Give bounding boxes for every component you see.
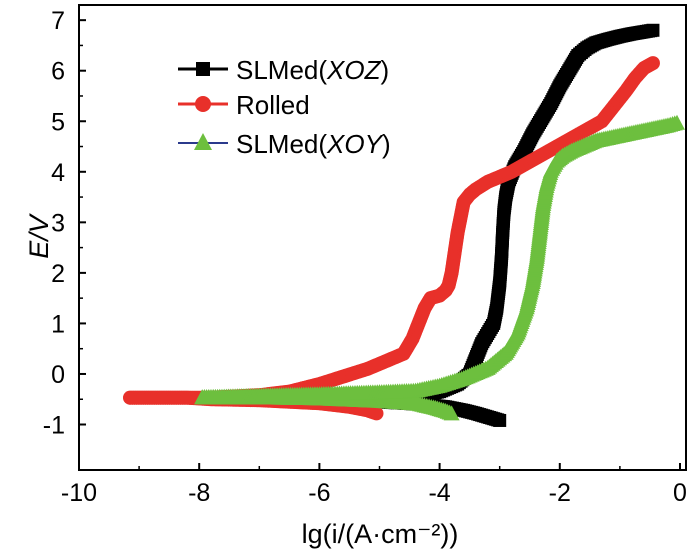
data-point: [645, 56, 660, 71]
y-tick-label: 6: [51, 58, 65, 86]
y-tick-label: 4: [51, 159, 65, 187]
x-tick-label: -6: [308, 479, 330, 507]
series-2: [194, 114, 685, 421]
x-axis-title: lg(i/(A·cm⁻²)): [302, 519, 459, 549]
y-tick-label: 2: [51, 260, 65, 288]
data-point: [668, 114, 685, 130]
legend-label-xoz-italic: XOZ: [326, 55, 382, 85]
y-axis-title: E/V: [24, 212, 54, 259]
legend-label-xoz: SLMed(XOZ): [236, 55, 389, 85]
x-tick-label: -2: [549, 479, 571, 507]
legend-marker-rolled: [195, 96, 211, 112]
data-point: [443, 405, 460, 421]
y-tick-label: 3: [51, 209, 65, 237]
data-point: [493, 413, 507, 427]
series-1: [123, 56, 660, 421]
y-tick-label: 7: [51, 7, 65, 35]
legend-label-xoz-close: ): [381, 55, 390, 85]
legend: SLMed(XOZ) Rolled SLMed(XOY): [178, 55, 391, 159]
legend-item-rolled: Rolled: [178, 90, 310, 120]
legend-marker-xoz: [196, 62, 210, 76]
data-point: [369, 406, 384, 421]
y-tick-label: 0: [51, 361, 65, 389]
y-tick-label: 5: [51, 108, 65, 136]
x-tick-label: -4: [428, 479, 450, 507]
y-tick-label: -1: [43, 412, 65, 440]
legend-item-xoz: SLMed(XOZ): [178, 55, 389, 85]
legend-item-xoy: SLMed(XOY): [178, 129, 391, 159]
x-tick-label: -8: [188, 479, 210, 507]
y-tick-label: 1: [51, 310, 65, 338]
plot-frame: [78, 4, 687, 471]
legend-marker-xoy: [194, 133, 212, 150]
legend-label-xoz-main: SLMed(: [236, 55, 327, 85]
series-layer: [123, 23, 685, 427]
legend-label-xoy-main: SLMed(: [236, 129, 327, 159]
legend-label-xoy-close: ): [382, 129, 391, 159]
x-tick-label: 0: [673, 479, 687, 507]
legend-label-xoy: SLMed(XOY): [236, 129, 391, 159]
legend-label-rolled: Rolled: [236, 90, 310, 120]
data-point: [646, 23, 660, 37]
legend-label-xoy-italic: XOY: [326, 129, 384, 159]
x-tick-label: -10: [61, 479, 97, 507]
